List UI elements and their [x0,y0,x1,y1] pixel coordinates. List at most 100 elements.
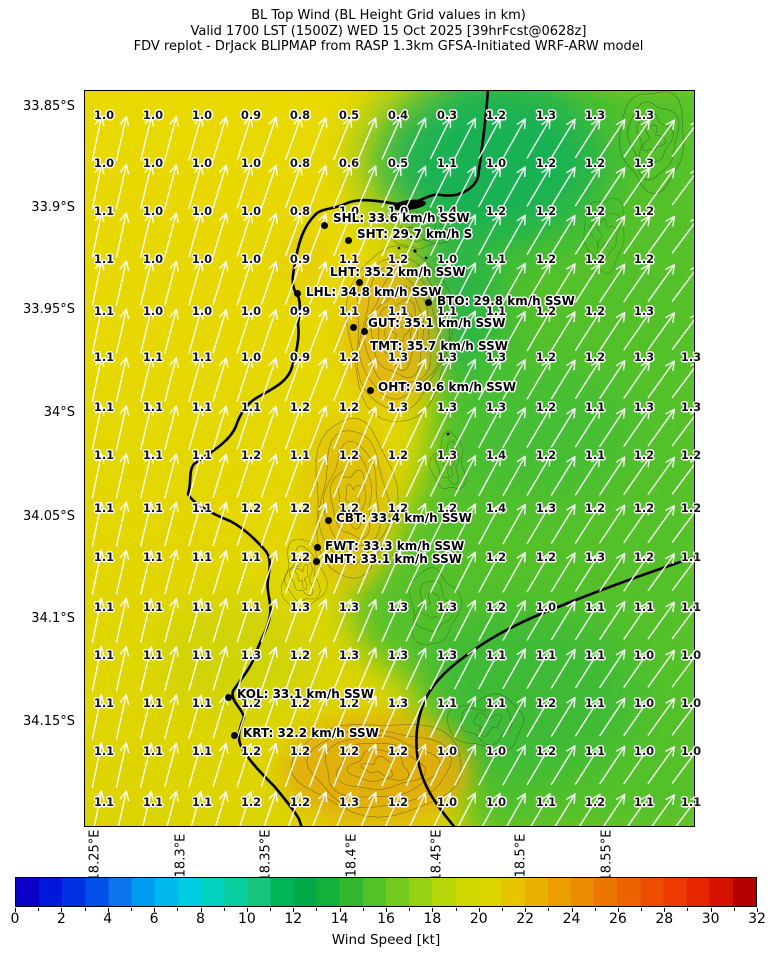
station-label-lhl: LHL: 34.8 km/h SSW [306,285,442,299]
grid-value: 1.2 [338,696,360,710]
grid-value: 1.1 [633,795,655,809]
grid-value: 1.1 [191,696,213,710]
colorbar-tick [641,908,643,911]
grid-value: 0.9 [289,252,311,266]
grid-value: 1.2 [289,696,311,710]
grid-value: 1.2 [240,448,262,462]
grid-value: 1.1 [191,795,213,809]
grid-value: 1.1 [93,795,115,809]
grid-value: 1.0 [680,696,702,710]
grid-value: 0.9 [289,304,311,318]
grid-value: 1.1 [485,304,507,318]
lat-tick-label: 34.05°S [23,509,75,524]
grid-value: 1.2 [535,304,557,318]
grid-value: 1.2 [584,156,606,170]
station-dot-sht [344,236,352,244]
grid-value: 1.2 [338,744,360,758]
colorbar-tick [270,908,272,911]
colorbar-tick [246,908,248,912]
grid-value: 1.1 [485,696,507,710]
grid-value: 1.0 [240,304,262,318]
grid-value: 1.2 [584,204,606,218]
grid-value: 1.1 [142,648,164,662]
colorbar [15,877,757,907]
colorbar-tick-label: 16 [377,911,395,927]
station-dot-shl [320,221,328,229]
harbor-blob [392,199,426,211]
grid-value: 1.1 [240,550,262,564]
grid-value: 1.1 [93,501,115,515]
grid-value: 1.0 [191,108,213,122]
grid-value: 1.2 [289,648,311,662]
station-label-bto: BTO: 29.8 km/h SSW [437,294,575,308]
grid-value: 1.3 [680,350,702,364]
grid-value: 1.1 [93,204,115,218]
station-dot-gut [349,323,357,331]
grid-value: 1.0 [338,204,360,218]
grid-value: 1.3 [535,501,557,515]
grid-value: 1.1 [142,550,164,564]
grid-value: 1.0 [240,252,262,266]
grid-value: 1.0 [633,696,655,710]
coastline [186,91,694,826]
colorbar-tick [571,908,573,912]
grid-value: 1.0 [436,795,458,809]
grid-value: 1.0 [142,204,164,218]
station-label-gut: GUT: 35.1 km/h SSW [368,316,506,330]
colorbar-tick-label: 8 [196,911,205,927]
colorbar-tick [223,908,225,911]
grid-value: 1.1 [142,448,164,462]
colorbar-tick [617,908,619,912]
grid-value: 1.1 [680,600,702,614]
grid-value: 1.0 [142,304,164,318]
station-label-cbt: CBT: 33.4 km/h SSW [336,511,472,525]
colorbar-tick [525,908,527,912]
colorbar-tick [478,908,480,912]
grid-value: 1.2 [584,795,606,809]
grid-value: 0.6 [338,156,360,170]
grid-value: 1.0 [436,744,458,758]
grid-value: 1.1 [191,448,213,462]
grid-value: 1.2 [535,448,557,462]
grid-value: 1.3 [387,696,409,710]
grid-value: 1.2 [633,550,655,564]
figure-title: BL Top Wind (BL Height Grid values in km… [0,8,777,55]
grid-value: 1.2 [680,448,702,462]
grid-value: 1.2 [436,501,458,515]
grid-value: 1.2 [387,448,409,462]
grid-value: 1.1 [338,304,360,318]
colorbar-tick-label: 24 [562,911,581,927]
grid-value: 1.3 [436,648,458,662]
grid-value: 0.9 [240,108,262,122]
colorbar-tick-label: 20 [469,911,488,927]
colorbar-tick [200,908,202,912]
grid-value: 1.0 [387,204,409,218]
grid-value: 1.2 [535,550,557,564]
station-dot-cbt [324,516,332,524]
colorbar-tick [710,908,712,912]
grid-value: 1.1 [142,600,164,614]
grid-value: 1.2 [485,550,507,564]
station-dot-bto [424,298,432,306]
grid-value: 0.3 [436,108,458,122]
grid-value: 1.1 [240,600,262,614]
grid-value: 1.2 [240,501,262,515]
grid-value: 1.3 [387,648,409,662]
title-line-3: FDV replot - DrJack BLIPMAP from RASP 1.… [133,39,644,54]
grid-value: 1.3 [387,400,409,414]
grid-value: 1.2 [535,400,557,414]
title-line-1: BL Top Wind (BL Height Grid values in km… [251,8,526,23]
grid-value: 1.3 [387,600,409,614]
colorbar-tick [548,908,550,911]
grid-value: 1.2 [289,501,311,515]
west-coastline [186,91,490,826]
grid-value: 1.1 [436,696,458,710]
grid-value: 1.2 [633,204,655,218]
lat-tick-label: 33.9°S [31,200,75,215]
grid-value: 1.4 [485,501,507,515]
map-area: 1.0 1.0 1.0 0.9 0.8 0.5 0.4 0.3 1.2 1.3 1.3 1.3 1.0 1… [84,90,701,827]
colorbar-tick [687,908,689,911]
grid-value: 1.2 [680,501,702,515]
colorbar-tick-label: 10 [237,911,256,927]
